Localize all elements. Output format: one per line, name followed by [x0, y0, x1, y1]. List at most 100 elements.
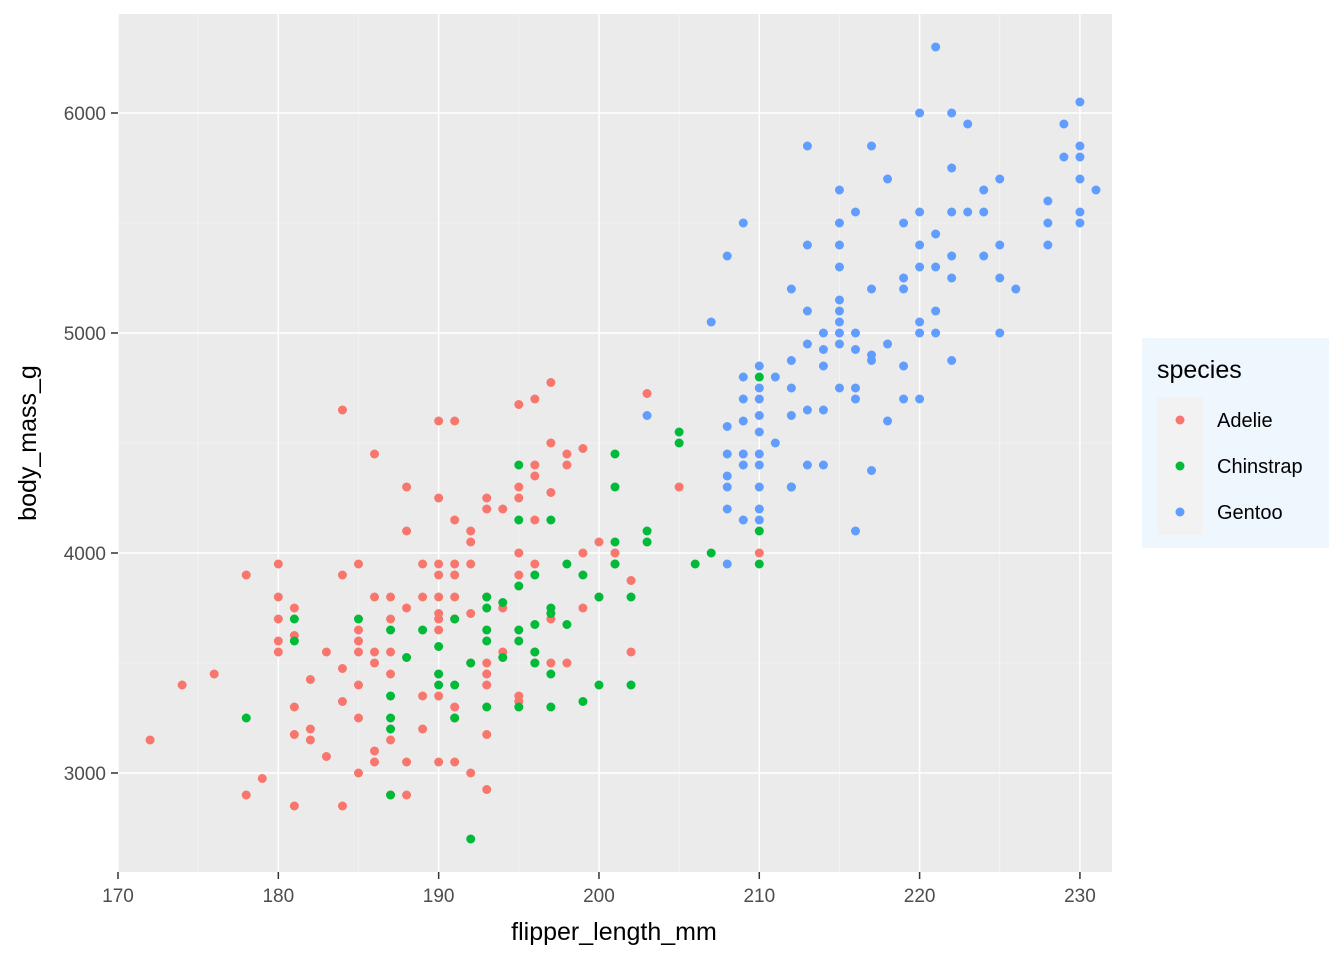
data-point-gentoo — [899, 218, 909, 228]
data-point-chinstrap — [626, 592, 636, 602]
data-point-adelie — [530, 515, 540, 525]
data-point-gentoo — [850, 526, 860, 536]
data-point-gentoo — [899, 361, 909, 371]
data-point-gentoo — [1075, 152, 1085, 162]
data-point-chinstrap — [514, 702, 524, 712]
data-point-gentoo — [979, 207, 989, 217]
data-point-gentoo — [722, 471, 732, 481]
data-point-gentoo — [883, 339, 893, 349]
data-point-adelie — [482, 493, 492, 503]
grid-minor — [118, 14, 1112, 872]
data-point-chinstrap — [482, 592, 492, 602]
data-point-chinstrap — [546, 669, 556, 679]
data-point-chinstrap — [754, 559, 764, 569]
data-point-chinstrap — [530, 570, 540, 580]
data-point-gentoo — [754, 411, 764, 420]
data-point-adelie — [386, 592, 396, 602]
data-point-gentoo — [786, 356, 796, 365]
data-point-adelie — [386, 614, 396, 624]
data-point-gentoo — [834, 317, 844, 327]
x-tick-label: 180 — [262, 886, 294, 907]
data-point-gentoo — [995, 273, 1005, 283]
data-point-adelie — [337, 697, 347, 706]
data-point-gentoo — [802, 460, 812, 470]
data-point-gentoo — [722, 251, 732, 261]
data-point-gentoo — [915, 108, 925, 118]
data-point-adelie — [273, 614, 283, 624]
data-point-gentoo — [850, 394, 860, 404]
data-point-chinstrap — [690, 559, 700, 569]
data-point-adelie — [434, 559, 444, 569]
data-point-chinstrap — [642, 537, 652, 547]
data-point-adelie — [353, 625, 363, 635]
data-point-chinstrap — [562, 559, 572, 569]
y-tick-label: 6000 — [64, 104, 106, 125]
data-point-chinstrap — [482, 603, 492, 613]
data-point-gentoo — [850, 345, 860, 354]
data-point-gentoo — [915, 328, 925, 338]
data-point-chinstrap — [434, 680, 444, 690]
data-point-gentoo — [995, 240, 1005, 250]
data-point-chinstrap — [434, 642, 444, 651]
data-point-chinstrap — [610, 449, 620, 459]
data-point-gentoo — [818, 361, 828, 371]
data-point-gentoo — [754, 383, 764, 393]
data-point-gentoo — [867, 466, 877, 475]
data-point-adelie — [466, 537, 476, 547]
data-point-chinstrap — [674, 438, 684, 448]
data-point-gentoo — [931, 306, 941, 316]
data-point-chinstrap — [450, 713, 460, 723]
data-point-chinstrap — [241, 713, 251, 723]
data-point-adelie — [754, 548, 764, 558]
data-point-adelie — [353, 713, 363, 723]
data-point-gentoo — [1075, 141, 1085, 151]
data-point-adelie — [402, 526, 412, 536]
data-point-adelie — [466, 768, 476, 778]
data-point-gentoo — [722, 482, 732, 492]
data-point-adelie — [610, 548, 620, 558]
data-point-adelie — [482, 504, 492, 514]
data-point-adelie — [594, 537, 604, 547]
y-tick-label: 3000 — [64, 764, 106, 785]
data-point-chinstrap — [466, 658, 476, 668]
data-point-adelie — [305, 735, 315, 745]
data-point-chinstrap — [546, 515, 556, 525]
data-point-gentoo — [818, 345, 828, 354]
data-point-gentoo — [915, 240, 925, 250]
data-point-adelie — [418, 559, 428, 569]
data-point-gentoo — [1075, 174, 1085, 184]
data-point-adelie — [434, 757, 444, 767]
data-point-adelie — [418, 691, 428, 701]
data-point-adelie — [402, 790, 412, 800]
data-point-gentoo — [722, 449, 732, 459]
data-point-gentoo — [834, 295, 844, 305]
data-point-adelie — [578, 603, 588, 613]
data-point-gentoo — [786, 383, 796, 393]
data-point-adelie — [386, 735, 396, 745]
x-tick-label: 230 — [1064, 886, 1096, 907]
data-point-gentoo — [834, 383, 844, 393]
data-point-gentoo — [738, 449, 748, 459]
data-point-chinstrap — [386, 724, 396, 734]
legend-swatch-adelie — [1175, 415, 1185, 425]
data-point-adelie — [434, 625, 444, 635]
data-point-gentoo — [915, 207, 925, 217]
data-point-adelie — [289, 702, 299, 712]
data-point-adelie — [273, 647, 283, 657]
data-point-chinstrap — [546, 702, 556, 712]
data-point-adelie — [241, 790, 251, 800]
data-point-adelie — [562, 449, 572, 459]
data-point-adelie — [514, 493, 524, 503]
data-point-chinstrap — [386, 790, 396, 800]
data-point-gentoo — [770, 372, 780, 382]
data-point-gentoo — [738, 515, 748, 525]
data-point-gentoo — [786, 482, 796, 492]
legend: species Adelie Chinstrap Gentoo — [1142, 338, 1329, 548]
data-point-adelie — [370, 449, 380, 459]
data-point-gentoo — [947, 251, 957, 261]
data-point-adelie — [370, 658, 380, 668]
data-point-chinstrap — [466, 834, 476, 844]
data-point-chinstrap — [289, 636, 299, 646]
data-point-adelie — [434, 592, 444, 602]
data-point-chinstrap — [578, 570, 588, 580]
